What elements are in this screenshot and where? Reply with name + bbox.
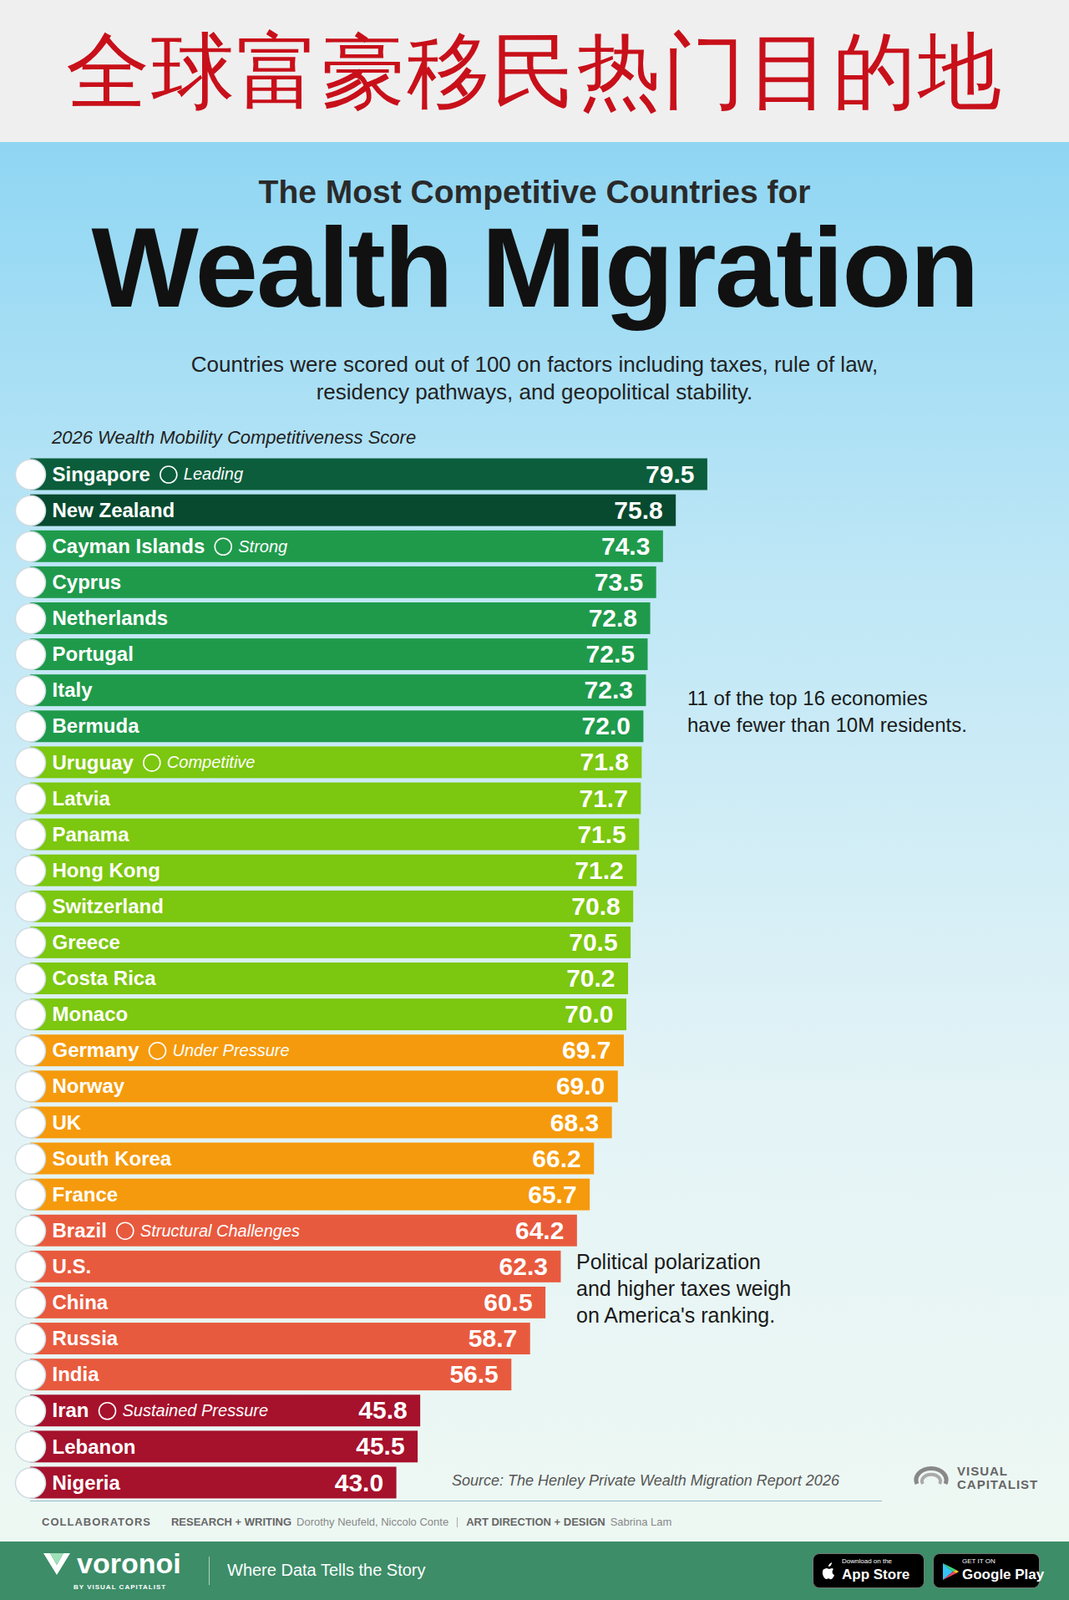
svg-text:72.5: 72.5: [586, 639, 635, 668]
html-text:GET IT ON: GET IT ON: [962, 1556, 996, 1565]
svg-text:72.0: 72.0: [582, 711, 631, 740]
html-text:Source: The Henley Private Wea: Source: The Henley Private Wealth Migrat…: [451, 1471, 840, 1489]
svg-text:Singapore: Singapore: [52, 462, 151, 486]
svg-text:Italy: Italy: [52, 678, 94, 701]
svg-text:Competitive: Competitive: [167, 752, 256, 771]
html-text:The Most Competitive Countries: The Most Competitive Countries for: [258, 173, 811, 210]
svg-text:Germany: Germany: [52, 1038, 141, 1061]
svg-text:France: France: [52, 1182, 119, 1206]
svg-text:Nigeria: Nigeria: [52, 1470, 122, 1494]
svg-text:Monaco: Monaco: [52, 1002, 129, 1025]
svg-text:45.8: 45.8: [358, 1395, 407, 1424]
svg-text:65.7: 65.7: [527, 1180, 577, 1208]
svg-text:62.3: 62.3: [499, 1251, 548, 1280]
svg-text:72.3: 72.3: [584, 675, 634, 704]
svg-text:U.S.: U.S.: [52, 1254, 92, 1277]
svg-text:60.5: 60.5: [483, 1287, 532, 1316]
html-text:have fewer than 10M residents.: have fewer than 10M residents.: [687, 713, 968, 736]
svg-text:70.8: 70.8: [571, 891, 620, 920]
svg-text:China: China: [52, 1290, 109, 1313]
svg-text:66.2: 66.2: [531, 1144, 581, 1172]
html-text:ART DIRECTION + DESIGN Sabrina: ART DIRECTION + DESIGN Sabrina Lam: [466, 1514, 672, 1528]
svg-text:69.0: 69.0: [556, 1071, 605, 1100]
svg-text:Uruguay: Uruguay: [52, 750, 135, 774]
html-text:全球富豪移民热门目的地: 全球富豪移民热门目的地: [65, 24, 1004, 118]
svg-text:Strong: Strong: [238, 537, 288, 556]
svg-text:South Korea: South Korea: [52, 1146, 173, 1170]
svg-text:72.8: 72.8: [588, 603, 638, 632]
html-text:11 of the top 16 economies: 11 of the top 16 economies: [687, 686, 928, 710]
svg-text:43.0: 43.0: [334, 1468, 384, 1496]
svg-text:79.5: 79.5: [645, 460, 695, 488]
svg-text:70.0: 70.0: [564, 999, 614, 1028]
svg-text:64.2: 64.2: [515, 1215, 564, 1244]
svg-text:75.8: 75.8: [613, 496, 663, 524]
svg-text:71.8: 71.8: [579, 747, 629, 776]
svg-text:Netherlands: Netherlands: [52, 606, 169, 629]
svg-text:68.3: 68.3: [550, 1108, 599, 1136]
svg-text:New Zealand: New Zealand: [52, 498, 176, 522]
svg-text:Costa Rica: Costa Rica: [52, 966, 158, 989]
html-text:Download on the: Download on the: [841, 1556, 892, 1565]
svg-text:Switzerland: Switzerland: [52, 894, 164, 918]
svg-text:70.5: 70.5: [568, 927, 618, 956]
svg-text:India: India: [52, 1362, 101, 1385]
svg-text:UK: UK: [52, 1110, 82, 1134]
svg-text:71.7: 71.7: [578, 784, 628, 812]
svg-text:74.3: 74.3: [601, 531, 650, 560]
html-text:App Store: App Store: [841, 1565, 910, 1582]
svg-text:Cayman Islands: Cayman Islands: [52, 534, 206, 558]
html-text:and higher taxes weigh: and higher taxes weigh: [576, 1276, 791, 1300]
svg-text:Sustained Pressure: Sustained Pressure: [122, 1400, 269, 1419]
svg-text:45.5: 45.5: [355, 1431, 405, 1460]
html-text:Wealth Migration: Wealth Migration: [91, 203, 978, 331]
svg-text:Leading: Leading: [183, 464, 244, 483]
svg-text:73.5: 73.5: [594, 567, 644, 596]
svg-text:Greece: Greece: [52, 930, 121, 953]
svg-text:69.7: 69.7: [562, 1035, 611, 1064]
html-text:on America's ranking.: on America's ranking.: [576, 1302, 776, 1327]
html-text:CAPITALIST: CAPITALIST: [957, 1476, 1039, 1491]
svg-text:71.2: 71.2: [574, 856, 624, 884]
svg-text:Structural Challenges: Structural Challenges: [140, 1220, 300, 1240]
svg-text:Portugal: Portugal: [52, 642, 134, 665]
svg-text:70.2: 70.2: [566, 963, 615, 992]
svg-text:Bermuda: Bermuda: [52, 714, 141, 737]
svg-text:Iran: Iran: [52, 1398, 90, 1421]
svg-text:Under Pressure: Under Pressure: [172, 1040, 290, 1059]
html-text:COLLABORATORS: COLLABORATORS: [41, 1514, 152, 1528]
svg-text:Panama: Panama: [52, 822, 131, 846]
html-text:2026 Wealth Mobility Competiti: 2026 Wealth Mobility Competitiveness Sco…: [51, 426, 416, 448]
svg-text:58.7: 58.7: [468, 1323, 517, 1352]
html-text:Google Play: Google Play: [962, 1565, 1045, 1582]
svg-text:Lebanon: Lebanon: [52, 1434, 137, 1458]
html-text:RESEARCH + WRITING Dorothy Neu: RESEARCH + WRITING Dorothy Neufeld, Nicc…: [171, 1514, 449, 1528]
html-text:voronoi: voronoi: [76, 1546, 181, 1579]
svg-text:71.5: 71.5: [577, 820, 626, 848]
html-text:Countries were scored out of 1: Countries were scored out of 100 on fact…: [191, 351, 878, 405]
html-text:BY VISUAL CAPITALIST: BY VISUAL CAPITALIST: [73, 1582, 167, 1591]
html-text:Where Data Tells the Story: Where Data Tells the Story: [227, 1560, 426, 1579]
svg-text:Hong Kong: Hong Kong: [52, 858, 161, 882]
html-text:VISUAL: VISUAL: [957, 1463, 1009, 1478]
svg-text:Russia: Russia: [52, 1326, 119, 1349]
svg-text:Latvia: Latvia: [52, 786, 112, 810]
svg-text:Cyprus: Cyprus: [52, 570, 122, 593]
svg-text:Norway: Norway: [52, 1074, 126, 1097]
html-text:Political polarization: Political polarization: [576, 1249, 761, 1273]
svg-text:Brazil: Brazil: [52, 1218, 107, 1242]
svg-text:56.5: 56.5: [449, 1359, 498, 1388]
